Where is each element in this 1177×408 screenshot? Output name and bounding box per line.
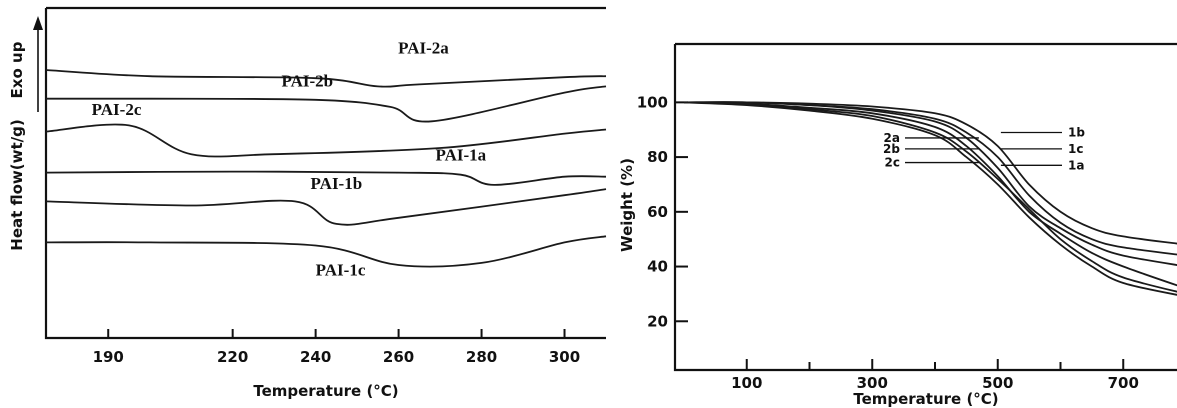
tga-x-ticks: 100 300 500 700 xyxy=(731,359,1139,392)
tga-y-tick-label: 40 xyxy=(647,258,668,276)
dsc-series-label: PAI-2a xyxy=(398,39,449,58)
tga-x-tick-label: 100 xyxy=(731,374,762,392)
dsc-curve-pai-1c xyxy=(45,235,607,268)
tga-y-tick-label: 100 xyxy=(637,93,668,111)
dsc-exo-up-label: Exo up xyxy=(8,41,26,98)
dsc-plot-frame xyxy=(44,8,606,340)
tga-x-tick-label: 500 xyxy=(982,374,1013,392)
tga-series-label-1a: 1a xyxy=(1068,158,1084,172)
dsc-x-tick-label: 220 xyxy=(217,348,248,366)
tga-y-tick-label: 80 xyxy=(647,148,668,166)
tga-series-label-2c: 2c xyxy=(885,156,900,170)
tga-series-label-1c: 1c xyxy=(1068,142,1083,156)
tga-series-label-2a: 2a xyxy=(884,131,900,145)
dsc-curves xyxy=(45,69,607,268)
tga-curve-2c xyxy=(683,101,1177,296)
tga-y-tick-label: 60 xyxy=(647,203,668,221)
dsc-x-tick-label: 260 xyxy=(383,348,414,366)
tga-curve-1b xyxy=(683,101,1177,245)
tga-curve-2b xyxy=(683,101,1177,293)
dsc-x-tick-label: 300 xyxy=(549,348,580,366)
dsc-y-axis-title: Heat flow(wt/g) xyxy=(8,119,26,250)
tga-series-label-1b: 1b xyxy=(1068,125,1085,139)
dsc-curve-pai-2b xyxy=(45,85,607,123)
dsc-series-label: PAI-1c xyxy=(316,260,366,279)
exo-up-arrow-head xyxy=(33,16,43,30)
dsc-series-label: PAI-1b xyxy=(311,174,363,193)
dsc-series-label: PAI-2c xyxy=(92,100,142,119)
tga-x-tick-label: 300 xyxy=(857,374,888,392)
dsc-curve-pai-2c xyxy=(45,123,607,158)
tga-curve-1a xyxy=(683,101,1177,266)
dsc-x-ticks: 190 220 240 260 280 300 xyxy=(93,329,580,366)
tga-plot-frame xyxy=(673,44,1177,372)
tga-x-axis-title: Temperature (°C) xyxy=(853,390,998,408)
tga-y-tick-label: 20 xyxy=(647,312,668,330)
tga-y-ticks: 20 40 60 80 100 xyxy=(637,93,688,330)
dsc-x-tick-label: 240 xyxy=(300,348,331,366)
tga-curve-2a xyxy=(683,101,1177,287)
dsc-curve-pai-1a xyxy=(45,170,607,186)
tga-x-tick-label: 700 xyxy=(1108,374,1139,392)
tga-curves xyxy=(683,101,1177,296)
tga-y-axis-title: Weight (%) xyxy=(618,158,636,252)
dsc-x-tick-label: 280 xyxy=(466,348,497,366)
dsc-curve-pai-2a xyxy=(45,69,607,88)
dsc-series-label: PAI-1a xyxy=(435,145,486,164)
dsc-chart: 190 220 240 260 280 300 PAI-2aPAI-2bPAI-2cPAI… xyxy=(8,6,607,400)
dsc-curve-pai-1b xyxy=(45,188,607,226)
dsc-x-tick-label: 190 xyxy=(93,348,124,366)
dsc-x-axis-title: Temperature (°C) xyxy=(253,382,398,400)
dsc-series-labels: PAI-2a PAI-2b PAI-2c PAI-1a PAI-1b PAI-1c xyxy=(92,39,487,280)
dsc-series-label: PAI-2b xyxy=(282,71,334,90)
tga-series-label-2b: 2b xyxy=(883,142,900,156)
